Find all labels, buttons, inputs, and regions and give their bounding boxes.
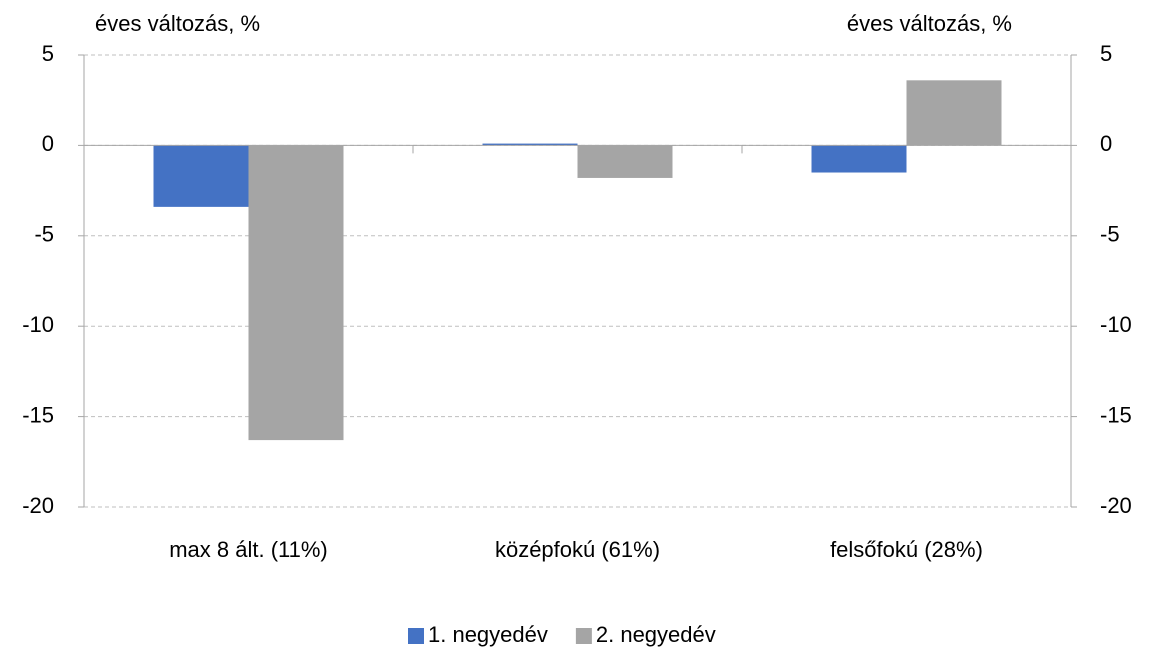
bar [248, 145, 344, 441]
y-tick-label: -5 [34, 222, 54, 247]
legend-swatch [408, 628, 424, 644]
bar [153, 145, 249, 207]
y2-tick-label: -15 [1100, 402, 1132, 427]
legend-label: 2. negyedév [596, 622, 716, 647]
y-tick-label: -20 [22, 493, 54, 518]
bar [482, 143, 578, 146]
y-tick-label: -10 [22, 312, 54, 337]
x-tick-label: felsőfokú (28%) [830, 537, 983, 562]
y-tick-label: -15 [22, 402, 54, 427]
y2-tick-label: -5 [1100, 222, 1120, 247]
x-tick-label: középfokú (61%) [495, 537, 660, 562]
bar [906, 80, 1002, 146]
y-axis-title: éves változás, % [95, 11, 260, 36]
y2-tick-label: 0 [1100, 131, 1112, 156]
y2-tick-label: 5 [1100, 41, 1112, 66]
x-tick-label: max 8 ált. (11%) [169, 537, 328, 562]
bar [577, 145, 673, 178]
y2-tick-label: -10 [1100, 312, 1132, 337]
y2-axis-title: éves változás, % [847, 11, 1012, 36]
y-tick-label: 5 [42, 41, 54, 66]
y2-tick-label: -20 [1100, 493, 1132, 518]
y-tick-label: 0 [42, 131, 54, 156]
legend-swatch [575, 628, 592, 644]
legend-label: 1. negyedév [428, 622, 548, 647]
bar [811, 145, 907, 173]
